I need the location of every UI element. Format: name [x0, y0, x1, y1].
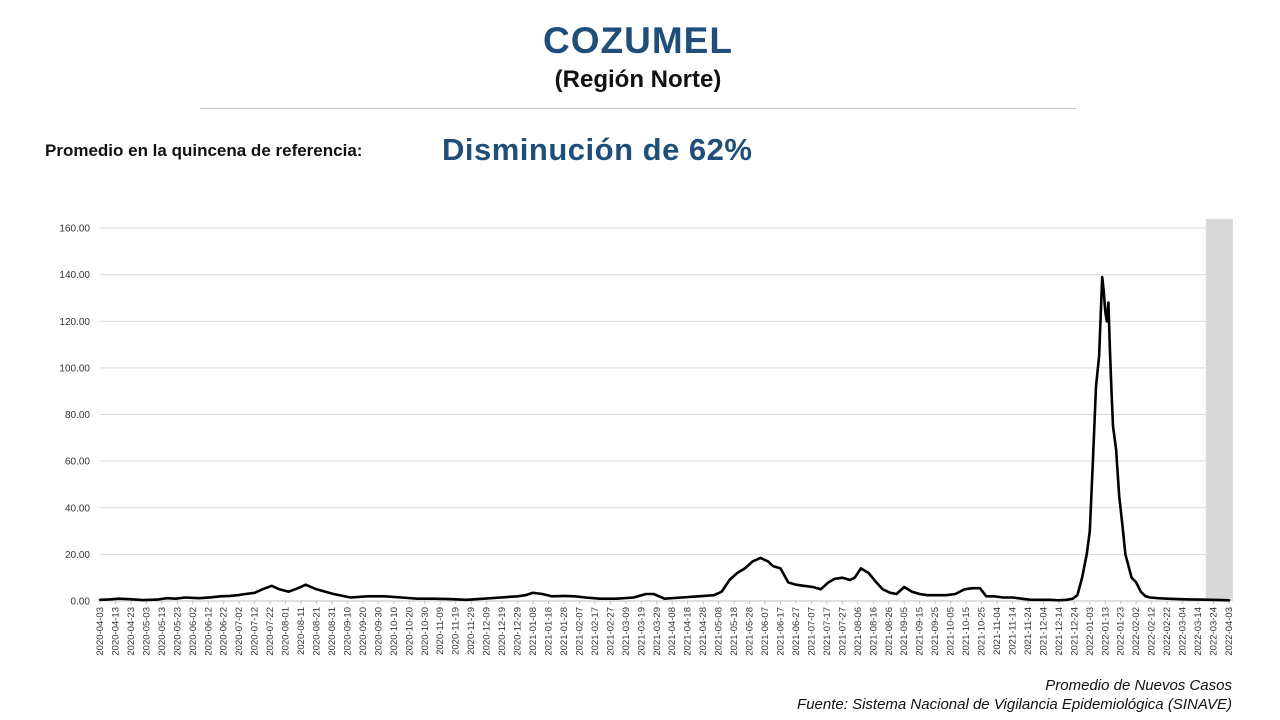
x-tick-label: 2021-02-27: [605, 607, 616, 656]
x-tick-label: 2020-10-20: [404, 607, 415, 656]
x-tick-label: 2021-06-27: [791, 607, 802, 656]
source-caption: Fuente: Sistema Nacional de Vigilancia E…: [797, 696, 1232, 713]
x-tick-label: 2021-09-05: [899, 607, 910, 656]
chart-caption: Promedio de Nuevos Casos: [1045, 677, 1232, 694]
page-subtitle: (Región Norte): [554, 66, 722, 93]
x-tick-label: 2021-12-24: [1069, 607, 1080, 656]
y-tick-label: 80.00: [65, 410, 90, 421]
x-tick-label: 2021-07-17: [822, 607, 833, 656]
x-tick-label: 2021-10-05: [946, 607, 957, 656]
x-tick-label: 2021-03-29: [652, 607, 663, 656]
y-tick-label: 40.00: [65, 503, 90, 514]
x-tick-label: 2022-03-14: [1193, 607, 1204, 656]
header-divider: [200, 108, 1076, 109]
page-title: COZUMEL: [543, 20, 733, 61]
x-tick-label: 2020-10-30: [420, 607, 431, 656]
x-tick-label: 2021-10-25: [977, 607, 988, 656]
x-tick-label: 2020-07-02: [234, 607, 245, 656]
x-tick-label: 2021-03-19: [636, 607, 647, 656]
x-tick-label: 2020-08-11: [296, 607, 307, 655]
x-tick-label: 2020-08-21: [312, 607, 323, 656]
x-tick-label: 2022-04-03: [1224, 607, 1235, 656]
x-tick-label: 2021-01-08: [528, 607, 539, 656]
y-tick-label: 120.00: [59, 317, 90, 328]
x-tick-label: 2022-02-22: [1162, 607, 1173, 656]
x-tick-label: 2020-08-31: [327, 607, 338, 656]
x-tick-label: 2021-06-17: [775, 607, 786, 656]
x-tick-label: 2022-01-23: [1116, 607, 1127, 656]
y-tick-label: 160.00: [59, 224, 90, 235]
x-tick-label: 2022-03-04: [1178, 607, 1189, 656]
x-tick-label: 2020-12-29: [513, 607, 524, 656]
x-tick-label: 2021-08-06: [853, 607, 864, 656]
y-tick-label: 60.00: [65, 457, 90, 468]
x-tick-label: 2020-11-09: [435, 607, 446, 655]
x-tick-label: 2020-05-23: [172, 607, 183, 656]
x-tick-label: 2020-04-13: [110, 607, 121, 656]
y-tick-label: 0.00: [71, 597, 91, 608]
x-tick-label: 2022-02-02: [1131, 607, 1142, 656]
cases-line-chart: 0.00 20.00 40.00 60.00 80.00 100.00 120.00 140.…: [59, 219, 1235, 656]
x-tick-label: 2021-02-17: [590, 607, 601, 656]
x-tick-label: 2021-04-18: [683, 607, 694, 656]
x-tick-label: 2021-07-27: [837, 607, 848, 656]
x-tick-label: 2020-06-12: [203, 607, 214, 656]
x-tick-label: 2021-12-14: [1054, 607, 1065, 656]
y-tick-label: 20.00: [65, 550, 90, 561]
x-tick-label: 2021-09-15: [915, 607, 926, 656]
series-line: [98, 275, 1231, 602]
x-tick-label: 2022-01-13: [1100, 607, 1111, 656]
x-tick-label: 2020-05-13: [157, 607, 168, 656]
x-tick-label: 2020-05-03: [141, 607, 152, 656]
x-tick-label: 2020-09-10: [342, 607, 353, 656]
x-tick-label: 2021-11-14: [1007, 607, 1018, 655]
x-tick-label: 2020-12-19: [497, 607, 508, 656]
x-tick-label: 2021-01-28: [559, 607, 570, 656]
x-tick-label: 2021-10-15: [961, 607, 972, 656]
x-tick-label: 2020-10-10: [389, 607, 400, 656]
x-tick-label: 2020-04-03: [95, 607, 106, 656]
x-tick-label: 2021-05-18: [729, 607, 740, 656]
x-tick-label: 2020-11-29: [466, 607, 477, 655]
x-tick-label: 2020-07-12: [250, 607, 261, 656]
y-tick-label: 140.00: [59, 270, 90, 281]
x-tick-label: 2021-03-09: [621, 607, 632, 656]
x-tick-label: 2022-01-03: [1085, 607, 1096, 656]
x-tick-label: 2021-11-04: [992, 607, 1003, 655]
x-tick-label: 2020-08-01: [281, 607, 292, 656]
x-tick-label: 2021-05-08: [714, 607, 725, 656]
x-tick-label: 2022-03-24: [1209, 607, 1220, 656]
x-tick-label: 2021-04-28: [698, 607, 709, 656]
y-tick-label: 100.00: [59, 363, 90, 374]
x-tick-label: 2021-01-18: [544, 607, 555, 656]
x-tick-label: 2021-11-24: [1023, 607, 1034, 655]
x-tick-label: 2021-02-07: [574, 607, 585, 656]
x-tick-label: 2020-09-30: [373, 607, 384, 656]
shaded-region: [1205, 219, 1233, 601]
x-tick-label: 2020-04-23: [126, 607, 137, 656]
x-tick-label: 2021-05-28: [745, 607, 756, 656]
x-tick-label: 2020-11-19: [451, 607, 462, 655]
reference-label: Promedio en la quincena de referencia:: [45, 141, 363, 160]
reference-value: Disminución de 62%: [442, 132, 753, 167]
x-tick-label: 2021-07-07: [806, 607, 817, 656]
x-tick-label: 2021-08-16: [868, 607, 879, 656]
x-tick-label: 2021-04-08: [667, 607, 678, 656]
x-tick-label: 2021-09-25: [930, 607, 941, 656]
x-tick-label: 2020-07-22: [265, 607, 276, 656]
x-tick-label: 2021-08-26: [884, 607, 895, 656]
x-tick-label: 2020-09-20: [358, 607, 369, 656]
x-tick-label: 2020-06-22: [219, 607, 230, 656]
x-tick-label: 2021-06-07: [760, 607, 771, 656]
x-tick-label: 2020-06-02: [188, 607, 199, 656]
x-tick-label: 2021-12-04: [1038, 607, 1049, 656]
x-tick-label: 2022-02-12: [1147, 607, 1158, 656]
x-tick-label: 2020-12-09: [482, 607, 493, 656]
